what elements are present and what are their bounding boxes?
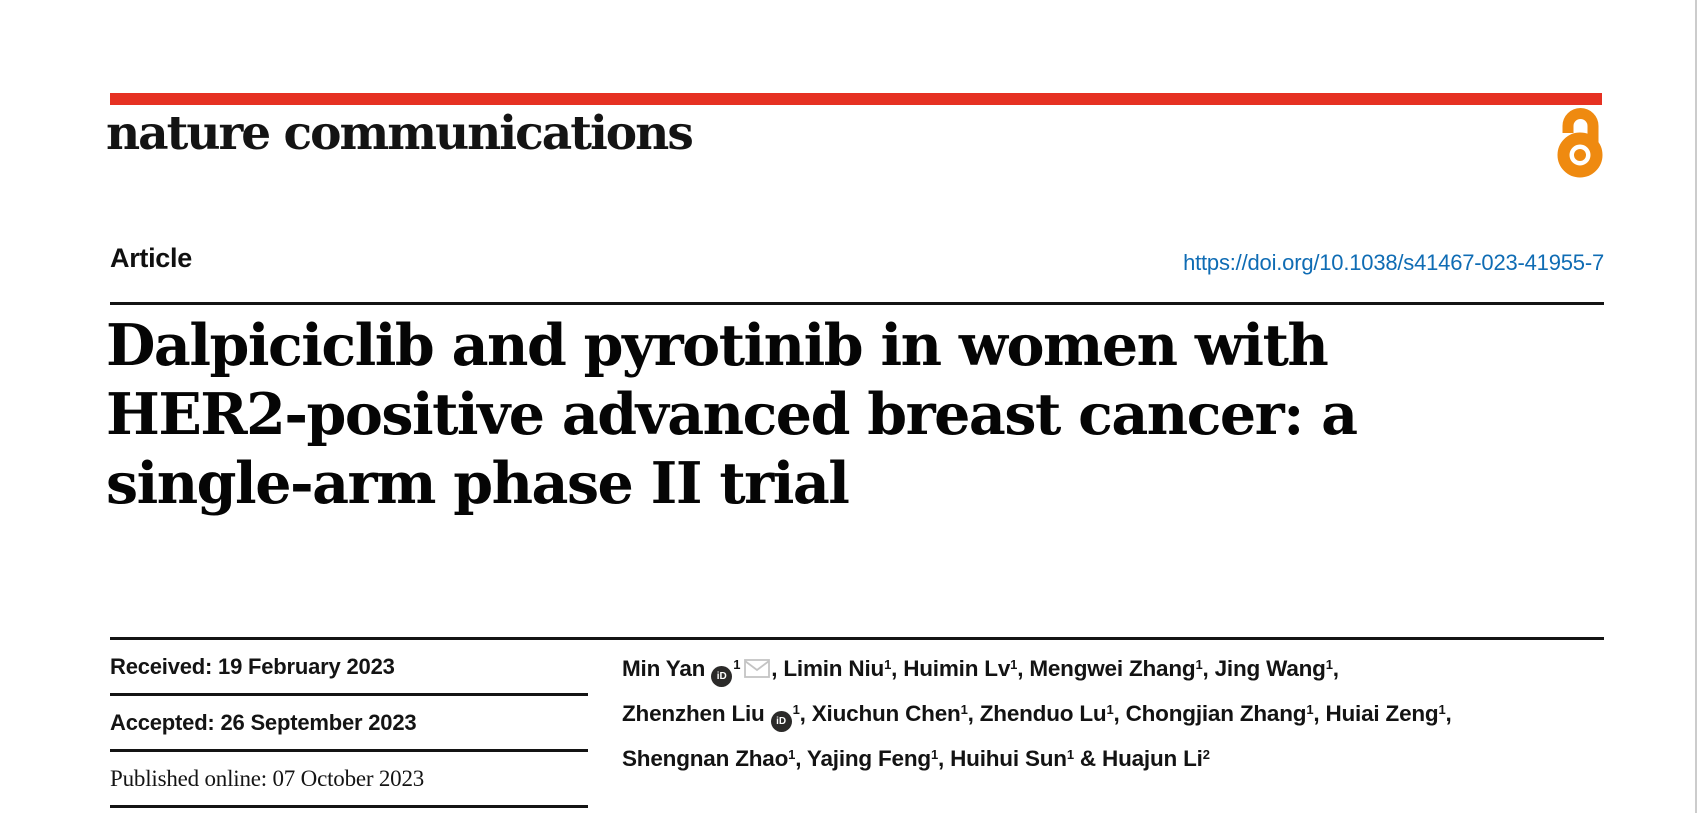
orcid-icon[interactable]: iD [770,711,792,732]
author-name: Mengwei Zhang1 [1029,656,1203,681]
dates-column: Received: 19 February 2023 Accepted: 26 … [110,640,588,808]
author-name: Huimin Lv1 [903,656,1018,681]
open-access-icon [1556,106,1605,180]
received-date: Received: 19 February 2023 [110,640,588,696]
author-name: Limin Niu1 [783,656,892,681]
accepted-date: Accepted: 26 September 2023 [110,696,588,752]
header-rule [110,302,1604,305]
author-name: Min Yan iD1 [622,656,771,687]
affiliation-superscript: 1 [1325,656,1333,672]
author-name: Zhenduo Lu1 [979,701,1114,726]
brand-color-bar [110,93,1602,105]
title-line-1: Dalpiciclib and pyrotinib in women with [106,312,1329,379]
affiliation-superscript: 1 [884,656,892,672]
author-name: Huiai Zeng1 [1325,701,1446,726]
affiliation-superscript: 1 [733,656,741,672]
affiliation-superscript: 1 [788,746,796,762]
orcid-icon[interactable]: iD [711,666,733,687]
article-type-label: Article [110,243,192,273]
page-edge-divider [1695,0,1697,813]
affiliation-superscript: 1 [792,701,800,717]
affiliation-superscript: 1 [930,746,938,762]
title-line-2: HER2-positive advanced breast cancer: a [106,381,1358,448]
author-name: Jing Wang1 [1214,656,1333,681]
affiliation-superscript: 2 [1202,746,1210,762]
author-name: Huihui Sun1 [950,746,1074,771]
author-name: Huajun Li2 [1102,746,1210,771]
title-line-3: single-arm phase II trial [106,450,850,517]
affiliation-superscript: 1 [1106,701,1114,717]
author-name: Shengnan Zhao1 [622,746,796,771]
affiliation-superscript: 1 [1195,656,1203,672]
author-list: Min Yan iD1, Limin Niu1, Huimin Lv1, Meng… [622,646,1622,781]
published-date: Published online: 07 October 2023 [110,752,588,808]
journal-logo: nature communications [106,106,694,161]
article-title: Dalpiciclib and pyrotinib in women with … [106,311,1506,518]
email-icon[interactable] [744,648,771,693]
section-rule [110,637,1604,640]
author-name: Zhenzhen Liu iD1 [622,701,800,732]
affiliation-superscript: 1 [1306,701,1314,717]
affiliation-superscript: 1 [1438,701,1446,717]
affiliation-superscript: 1 [960,701,968,717]
affiliation-superscript: 1 [1066,746,1074,762]
author-name: Yajing Feng1 [806,746,938,771]
doi-link[interactable]: https://doi.org/10.1038/s41467-023-41955… [1183,250,1604,275]
author-name: Chongjian Zhang1 [1125,701,1314,726]
author-name: Xiuchun Chen1 [811,701,968,726]
affiliation-superscript: 1 [1010,656,1018,672]
